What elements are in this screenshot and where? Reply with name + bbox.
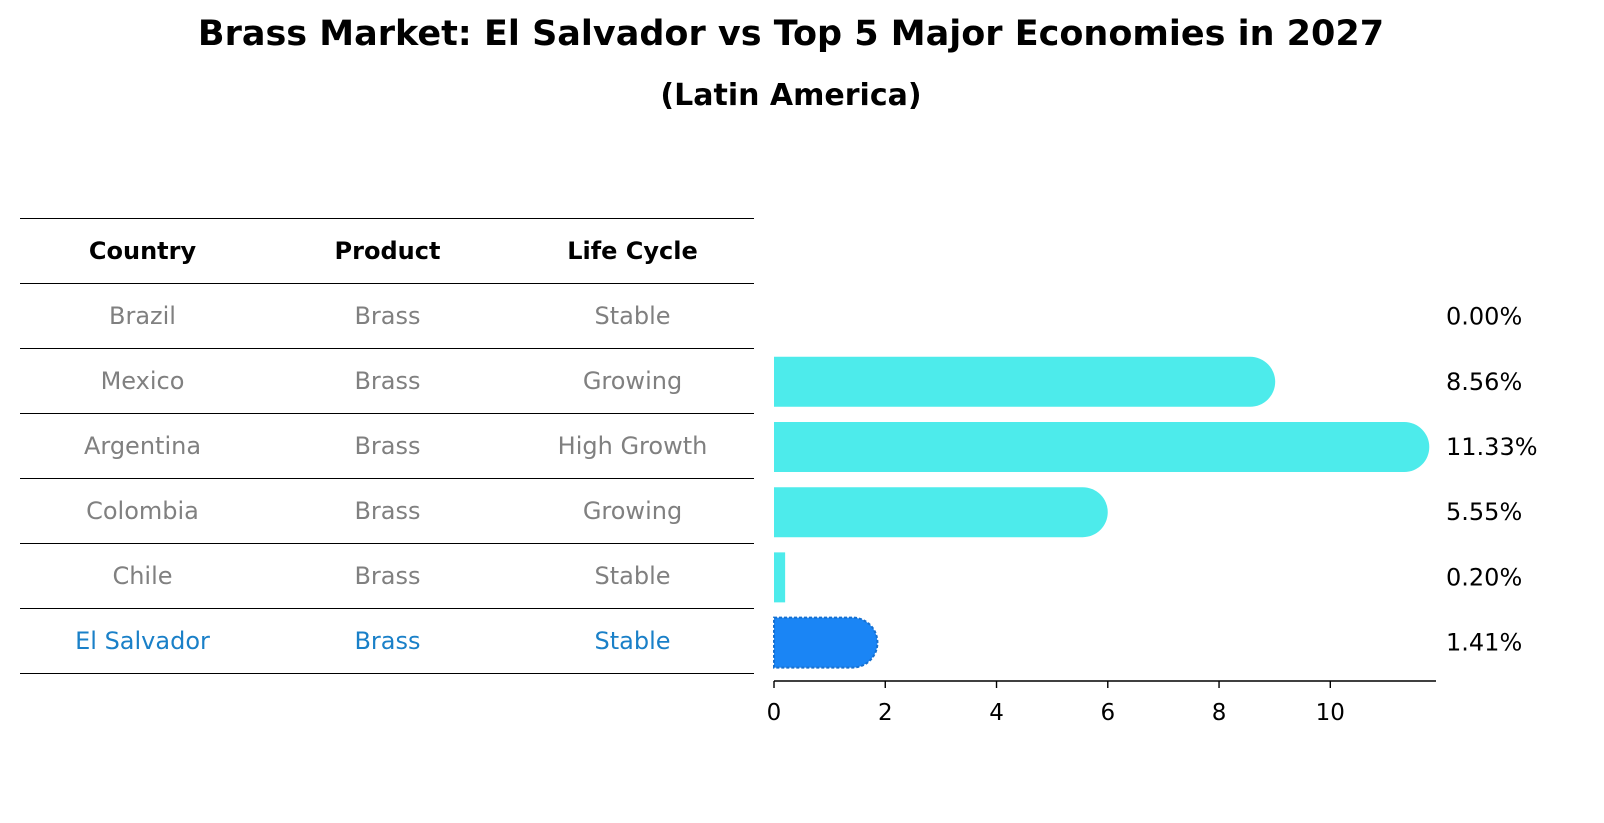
bar-chile: [774, 552, 786, 603]
value-label-el-salvador: 1.41%: [1446, 629, 1522, 657]
header-life-cycle: Life Cycle: [567, 237, 698, 265]
x-tick-label-8: 8: [1212, 700, 1227, 726]
product-cell: Brass: [354, 367, 421, 395]
value-label-chile: 0.20%: [1446, 563, 1522, 591]
product-cell: Brass: [354, 562, 421, 590]
chart-title: Brass Market: El Salvador vs Top 5 Major…: [197, 14, 1385, 54]
life-cycle-cell: Growing: [582, 367, 683, 395]
country-cell: Argentina: [83, 432, 202, 460]
table-row: Brazil Brass Stable: [20, 283, 754, 348]
x-tick-label-10: 10: [1316, 700, 1345, 726]
x-tick-label-2: 2: [878, 700, 893, 726]
bar-argentina: [774, 422, 1430, 472]
table-header-row: Country Product Life Cycle: [20, 218, 754, 283]
country-cell: Chile: [112, 562, 173, 590]
chart-subtitle: (Latin America): [660, 78, 922, 113]
product-cell: Brass: [354, 302, 421, 330]
bar-mexico: [774, 356, 1276, 407]
life-cycle-cell: Stable: [594, 302, 671, 330]
data-table: Country Product Life Cycle Brazil Brass …: [20, 218, 754, 674]
life-cycle-cell: High Growth: [557, 432, 708, 460]
x-tick-label-4: 4: [989, 700, 1004, 726]
x-tick-label-6: 6: [1100, 700, 1115, 726]
country-cell: El Salvador: [75, 627, 210, 655]
table-row-highlighted: El Salvador Brass Stable: [20, 608, 754, 674]
value-label-mexico: 8.56%: [1446, 368, 1522, 396]
bar-colombia: [774, 487, 1108, 538]
header-product: Product: [334, 237, 441, 265]
product-cell: Brass: [354, 497, 421, 525]
country-cell: Colombia: [86, 497, 199, 525]
value-label-brazil: 0.00%: [1446, 303, 1522, 331]
country-cell: Mexico: [100, 367, 185, 395]
header-country: Country: [88, 237, 197, 265]
life-cycle-cell: Growing: [582, 497, 683, 525]
value-label-colombia: 5.55%: [1446, 498, 1522, 526]
table-row: Mexico Brass Growing: [20, 348, 754, 413]
table-row: Colombia Brass Growing: [20, 478, 754, 543]
table-row: Chile Brass Stable: [20, 543, 754, 608]
country-cell: Brazil: [109, 302, 176, 330]
bar-el-salvador: [773, 616, 879, 669]
value-label-argentina: 11.33%: [1446, 433, 1538, 461]
product-cell: Brass: [354, 627, 421, 655]
table-row: Argentina Brass High Growth: [20, 413, 754, 478]
x-tick-label-0: 0: [767, 700, 782, 726]
product-cell: Brass: [354, 432, 421, 460]
life-cycle-cell: Stable: [594, 562, 671, 590]
life-cycle-cell: Stable: [594, 627, 671, 655]
